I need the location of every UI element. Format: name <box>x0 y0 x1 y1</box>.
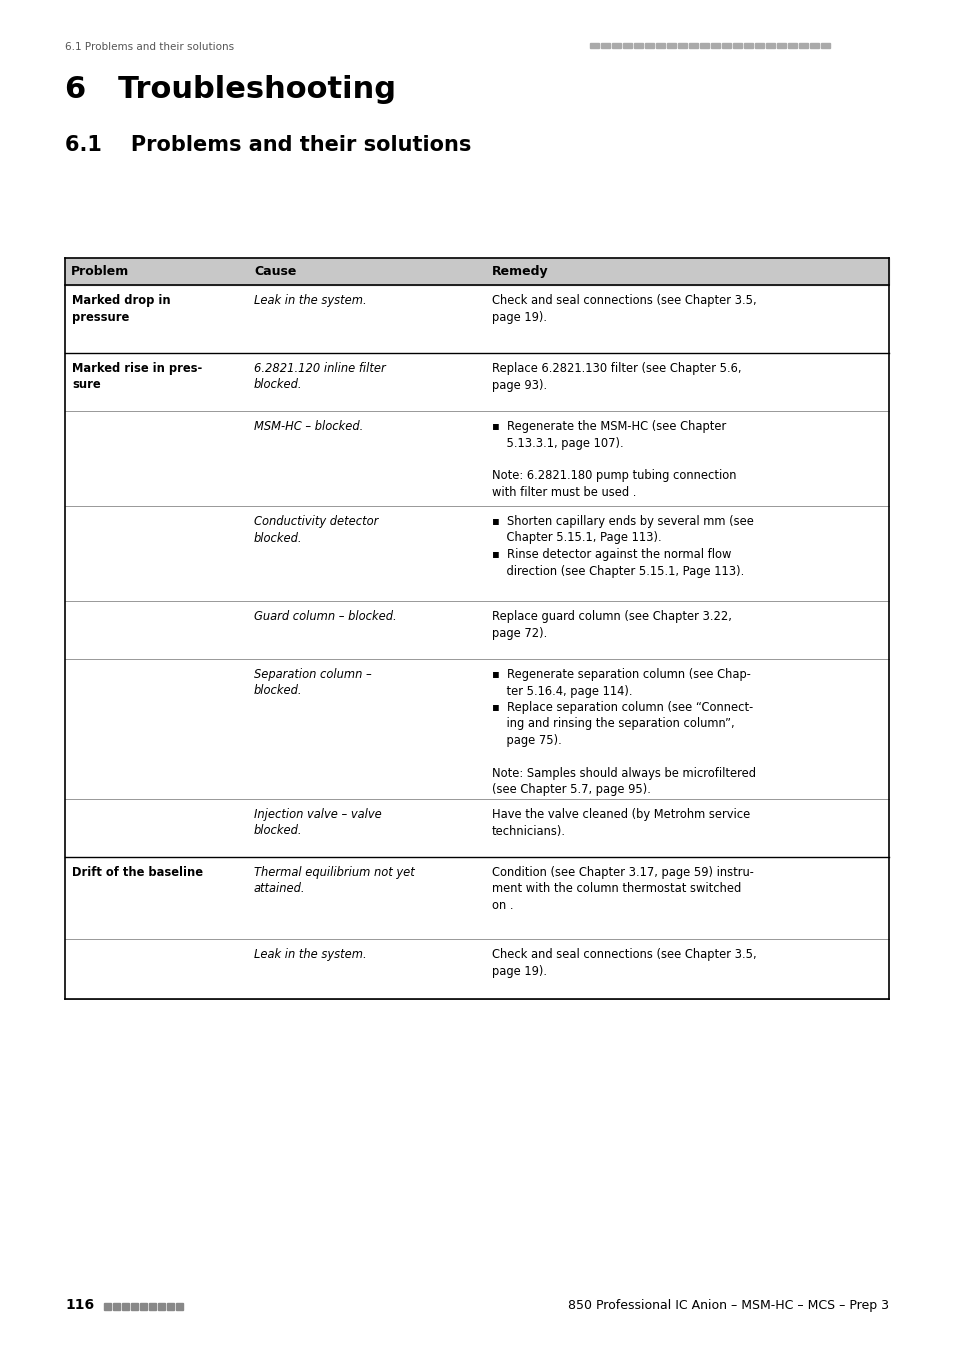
Bar <box>721 43 730 49</box>
Text: Leak in the system.: Leak in the system. <box>253 948 366 961</box>
Bar <box>666 43 676 49</box>
Bar <box>765 43 774 49</box>
Bar <box>158 1303 165 1310</box>
Text: Drift of the baseline: Drift of the baseline <box>71 865 203 879</box>
Text: Replace 6.2821.130 filter (see Chapter 5.6,
page 93).: Replace 6.2821.130 filter (see Chapter 5… <box>492 362 740 391</box>
Bar <box>122 1303 129 1310</box>
Bar <box>175 1303 183 1310</box>
Bar <box>600 43 609 49</box>
Bar <box>104 1303 111 1310</box>
Text: Conductivity detector
blocked.: Conductivity detector blocked. <box>253 514 378 544</box>
Text: Marked rise in pres-
sure: Marked rise in pres- sure <box>71 362 202 391</box>
Bar <box>754 43 763 49</box>
Bar <box>799 43 807 49</box>
Bar <box>112 1303 120 1310</box>
Bar <box>634 43 642 49</box>
Text: ▪  Regenerate the MSM-HC (see Chapter
    5.13.3.1, page 107).

Note: 6.2821.180: ▪ Regenerate the MSM-HC (see Chapter 5.1… <box>492 420 736 500</box>
Text: MSM-HC – blocked.: MSM-HC – blocked. <box>253 420 363 433</box>
Bar <box>131 1303 138 1310</box>
Bar <box>656 43 664 49</box>
Bar <box>65 258 888 285</box>
Bar <box>622 43 631 49</box>
Text: Replace guard column (see Chapter 3.22,
page 72).: Replace guard column (see Chapter 3.22, … <box>492 610 731 640</box>
Bar <box>688 43 698 49</box>
Bar <box>787 43 796 49</box>
Bar <box>776 43 785 49</box>
Text: Cause: Cause <box>253 265 296 278</box>
Bar <box>612 43 620 49</box>
Text: Injection valve – valve
blocked.: Injection valve – valve blocked. <box>253 809 381 837</box>
Text: 850 Professional IC Anion – MSM-HC – MCS – Prep 3: 850 Professional IC Anion – MSM-HC – MCS… <box>567 1299 888 1312</box>
Text: 6   Troubleshooting: 6 Troubleshooting <box>65 76 395 104</box>
Bar <box>700 43 708 49</box>
Text: ▪  Regenerate separation column (see Chap-
    ter 5.16.4, page 114).
▪  Replace: ▪ Regenerate separation column (see Chap… <box>492 668 755 796</box>
Bar <box>149 1303 156 1310</box>
Text: Guard column – blocked.: Guard column – blocked. <box>253 610 396 622</box>
Bar <box>732 43 741 49</box>
Text: 116: 116 <box>65 1297 94 1312</box>
Text: Have the valve cleaned (by Metrohm service
technicians).: Have the valve cleaned (by Metrohm servi… <box>492 809 749 837</box>
Text: Separation column –
blocked.: Separation column – blocked. <box>253 668 372 698</box>
Text: 6.2821.120 inline filter
blocked.: 6.2821.120 inline filter blocked. <box>253 362 385 391</box>
Text: ▪  Shorten capillary ends by several mm (see
    Chapter 5.15.1, Page 113).
▪  R: ▪ Shorten capillary ends by several mm (… <box>492 514 753 578</box>
Bar <box>167 1303 173 1310</box>
Bar <box>743 43 752 49</box>
Text: 6.1    Problems and their solutions: 6.1 Problems and their solutions <box>65 135 471 155</box>
Text: Thermal equilibrium not yet
attained.: Thermal equilibrium not yet attained. <box>253 865 415 895</box>
Text: Leak in the system.: Leak in the system. <box>253 294 366 306</box>
Bar <box>644 43 654 49</box>
Bar <box>809 43 818 49</box>
Text: Check and seal connections (see Chapter 3.5,
page 19).: Check and seal connections (see Chapter … <box>492 294 756 324</box>
Bar <box>710 43 720 49</box>
Bar <box>589 43 598 49</box>
Text: 6.1 Problems and their solutions: 6.1 Problems and their solutions <box>65 42 233 53</box>
Text: Condition (see Chapter 3.17, page 59) instru-
ment with the column thermostat sw: Condition (see Chapter 3.17, page 59) in… <box>492 865 753 913</box>
Text: Remedy: Remedy <box>492 265 548 278</box>
Bar <box>678 43 686 49</box>
Bar <box>821 43 829 49</box>
Bar <box>140 1303 147 1310</box>
Text: Problem: Problem <box>71 265 129 278</box>
Text: Check and seal connections (see Chapter 3.5,
page 19).: Check and seal connections (see Chapter … <box>492 948 756 977</box>
Text: Marked drop in
pressure: Marked drop in pressure <box>71 294 171 324</box>
